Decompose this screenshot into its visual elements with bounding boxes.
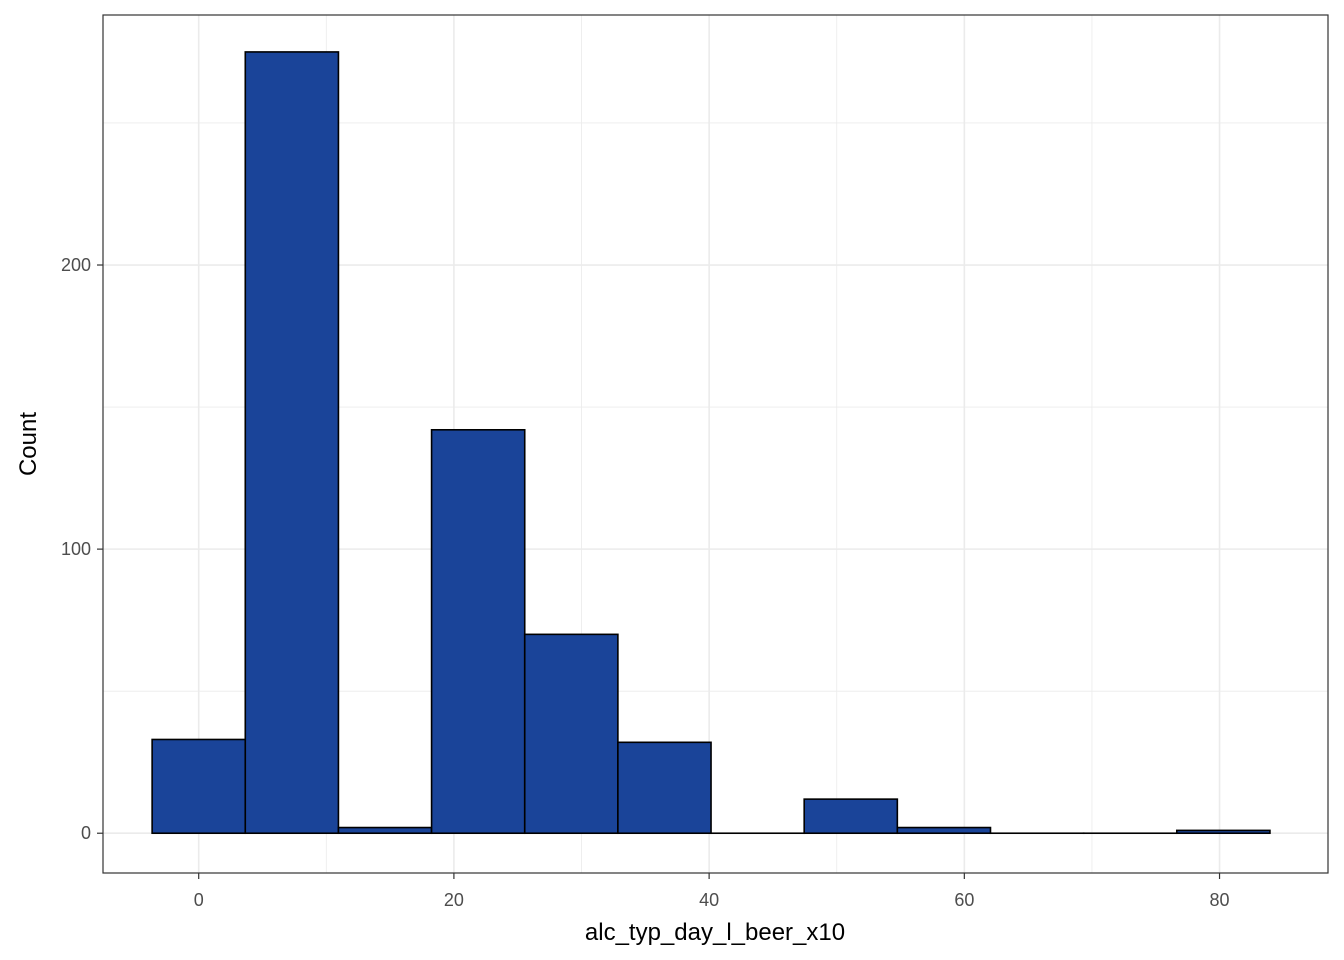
histogram-bar	[244, 51, 340, 835]
histogram-bar	[151, 738, 247, 835]
x-tick-label: 40	[699, 890, 719, 910]
x-tick-label: 60	[954, 890, 974, 910]
histogram-bar	[896, 826, 992, 835]
histogram-bar	[617, 741, 712, 835]
histogram-bar	[803, 798, 899, 835]
x-axis-ticks: 0 20 40 60 80	[194, 873, 1230, 910]
histogram-bar	[430, 428, 526, 835]
y-axis-ticks: 0 100 200	[61, 255, 103, 843]
major-gridlines	[103, 15, 1328, 873]
histogram-bar	[1175, 829, 1271, 835]
x-tick-label: 20	[444, 890, 464, 910]
y-axis-title: Count	[15, 412, 42, 476]
histogram-bars	[151, 51, 1271, 835]
panel-border	[102, 14, 1329, 874]
y-tick-label: 100	[61, 539, 91, 559]
histogram-bar	[523, 633, 619, 835]
x-tick-label: 0	[194, 890, 204, 910]
x-tick-label: 80	[1210, 890, 1230, 910]
y-tick-label: 200	[61, 255, 91, 275]
histogram-bar	[337, 826, 433, 835]
y-tick-label: 0	[81, 823, 91, 843]
x-axis-title: alc_typ_day_l_beer_x10	[585, 919, 845, 946]
